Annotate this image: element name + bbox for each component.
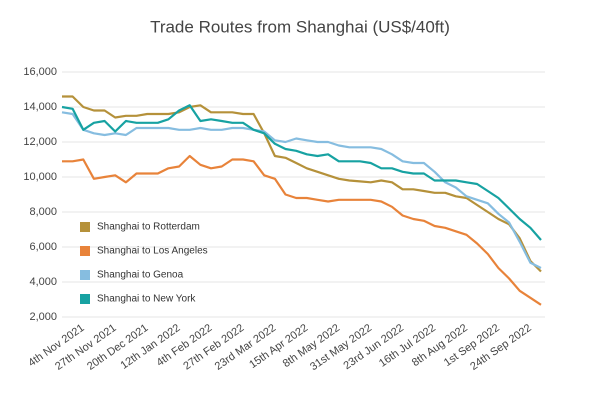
series-line [62, 154, 542, 306]
legend-label: Shanghai to Rotterdam [97, 222, 200, 233]
y-tick-label: 4,000 [29, 276, 57, 288]
legend-label: Shanghai to New York [97, 294, 196, 305]
chart-title: Trade Routes from Shanghai (US$/40ft) [150, 17, 450, 36]
legend-swatch [80, 222, 90, 232]
y-tick-label: 8,000 [29, 206, 57, 218]
y-tick-label: 14,000 [23, 101, 57, 113]
series-line [61, 111, 542, 269]
series-line [61, 104, 542, 241]
series-line [62, 95, 542, 273]
y-tick-label: 16,000 [23, 66, 57, 78]
legend-swatch [80, 270, 90, 280]
y-tick-label: 6,000 [29, 241, 57, 253]
legend-label: Shanghai to Los Angeles [97, 246, 208, 257]
legend-swatch [80, 246, 90, 256]
y-tick-label: 12,000 [23, 136, 57, 148]
legend-swatch [80, 294, 90, 304]
legend-label: Shanghai to Genoa [97, 270, 184, 281]
y-tick-label: 10,000 [23, 171, 57, 183]
y-tick-label: 2,000 [29, 311, 57, 323]
